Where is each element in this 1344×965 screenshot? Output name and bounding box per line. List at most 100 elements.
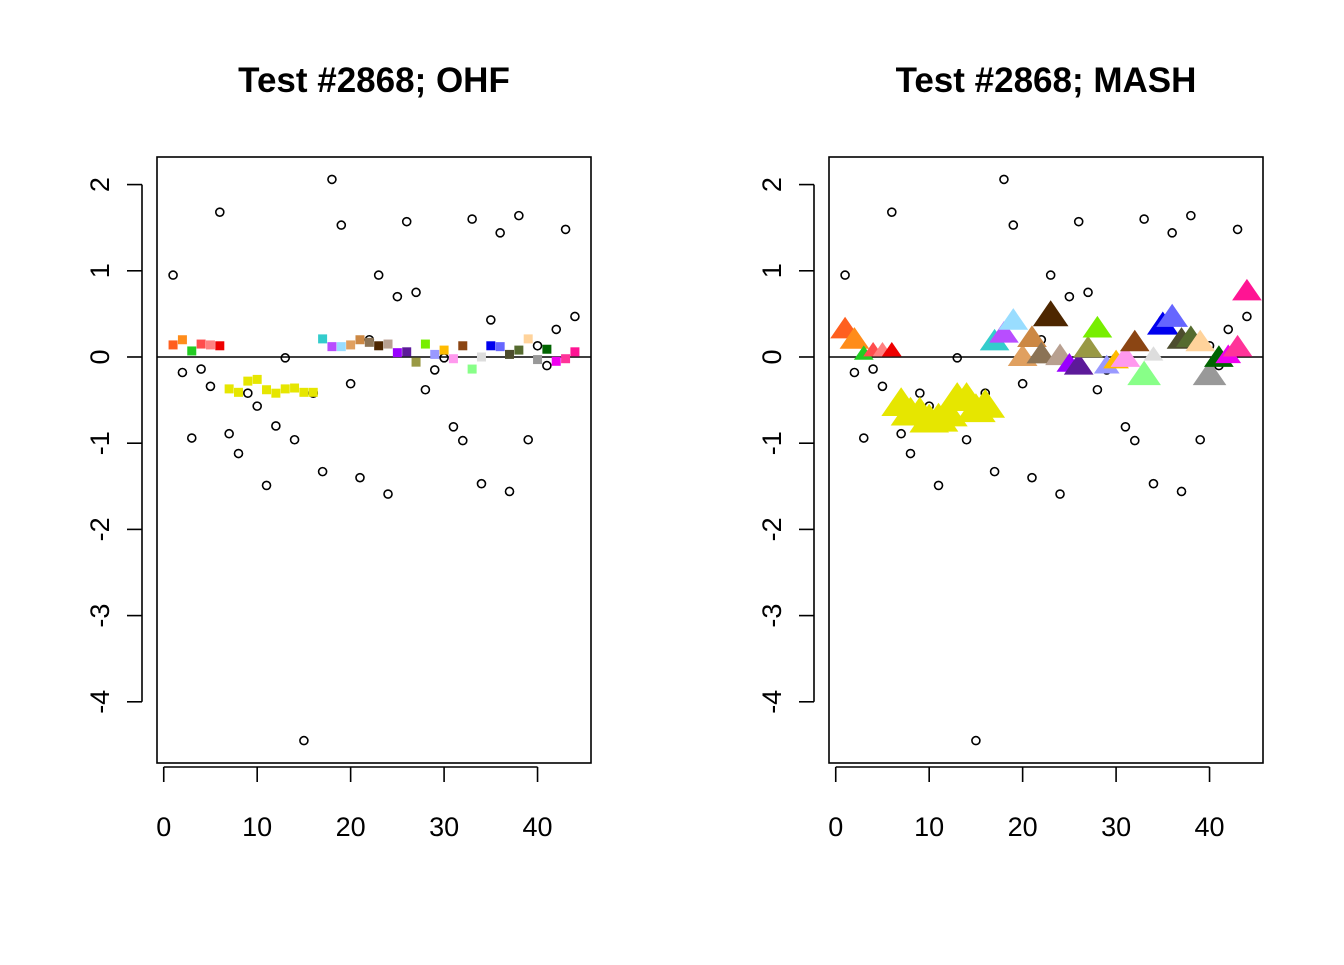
x-tick-label: 40 [1195, 812, 1225, 842]
point [1008, 220, 1019, 230]
point [224, 428, 234, 439]
point [458, 341, 468, 351]
point [1073, 216, 1084, 227]
point [205, 340, 215, 350]
point [495, 228, 505, 238]
point [467, 214, 477, 224]
point [271, 388, 281, 398]
x-tick-label: 20 [336, 812, 366, 842]
point [1092, 384, 1103, 395]
point [318, 334, 328, 344]
point [420, 384, 431, 395]
y-tick-label: -4 [85, 690, 115, 714]
point [336, 220, 347, 230]
point [1242, 311, 1252, 322]
point [896, 428, 906, 439]
point [533, 355, 543, 365]
point [177, 335, 187, 345]
point [952, 353, 963, 363]
point [317, 466, 328, 477]
point [971, 735, 981, 746]
y-tick-label: -1 [85, 431, 115, 455]
point [1083, 287, 1093, 298]
point [551, 324, 562, 335]
point [271, 421, 281, 431]
plot-box [156, 156, 592, 764]
point [961, 434, 972, 445]
y-tick-label: 2 [85, 177, 115, 192]
point [243, 388, 253, 398]
point [196, 364, 206, 374]
point [439, 345, 449, 355]
point [262, 385, 272, 395]
y-tick-label: -4 [757, 690, 787, 714]
point [1073, 335, 1103, 358]
point [345, 378, 356, 389]
point [989, 466, 1000, 477]
point [411, 287, 421, 298]
y-tick-label: 1 [757, 263, 787, 278]
point [430, 349, 440, 359]
point [1127, 360, 1161, 386]
y-tick-label: 2 [757, 177, 787, 192]
point [1045, 270, 1056, 280]
point [905, 448, 916, 459]
point [989, 321, 1019, 343]
point [998, 308, 1029, 330]
point [1222, 334, 1253, 357]
point [186, 433, 197, 443]
point [570, 311, 580, 322]
x-tick-label: 0 [828, 812, 843, 842]
point [965, 388, 1006, 418]
x-tick-label: 0 [156, 812, 171, 842]
point [355, 472, 365, 483]
point [1156, 303, 1189, 327]
point [532, 340, 543, 351]
point [346, 340, 356, 350]
point [1192, 360, 1227, 386]
point [224, 384, 234, 394]
x-tick-label: 30 [429, 812, 459, 842]
point [1186, 210, 1196, 221]
point [355, 335, 365, 345]
point [1185, 329, 1216, 352]
point [495, 342, 505, 352]
point [514, 210, 524, 221]
point [561, 354, 571, 364]
y-tick-label: -3 [85, 604, 115, 628]
chart-title: Test #2868; OHF [238, 61, 510, 100]
point [1120, 422, 1131, 432]
x-tick-label: 20 [1008, 812, 1038, 842]
point [215, 207, 225, 217]
point [560, 224, 571, 235]
point [457, 435, 468, 446]
point [840, 270, 850, 280]
point [1026, 341, 1057, 364]
point [1148, 478, 1159, 489]
point [505, 349, 515, 359]
point [289, 434, 300, 445]
point [168, 340, 178, 350]
y-tick-label: -2 [85, 517, 115, 541]
point [868, 364, 878, 374]
point [1055, 489, 1065, 499]
point [233, 448, 244, 459]
point [429, 365, 440, 375]
point [448, 354, 458, 364]
point [542, 360, 552, 371]
point [887, 207, 897, 217]
point [1082, 315, 1113, 338]
panel: Test #2868; MASH 0 10 20 30 40 -4 -3 -2 -1 0 1 2 [757, 61, 1264, 842]
x-tick-label: 30 [1101, 812, 1131, 842]
point [542, 344, 552, 354]
x-tick-label: 10 [242, 812, 272, 842]
point [928, 397, 968, 427]
point [486, 315, 496, 325]
point [205, 381, 216, 392]
point [374, 341, 384, 351]
point [1129, 435, 1140, 446]
point [1143, 346, 1164, 361]
point [933, 480, 944, 491]
point [839, 327, 870, 349]
plot-box [828, 156, 1264, 764]
